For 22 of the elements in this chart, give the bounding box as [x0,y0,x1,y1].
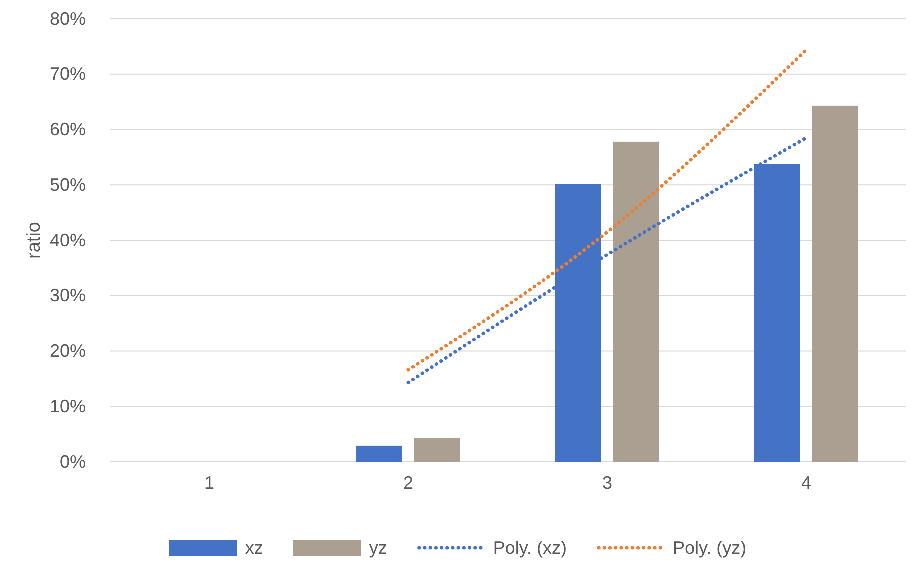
y-tick-label: 40% [50,230,86,250]
legend-label: xz [245,538,264,558]
bar [356,446,402,462]
legend-label: Poly. (xz) [493,538,567,558]
y-tick-label: 30% [50,286,86,306]
x-tick-label: 1 [204,472,215,493]
x-tick-label: 3 [602,472,613,493]
x-tick-label: 2 [403,472,414,493]
legend-label: yz [369,538,388,558]
y-tick-label: 20% [50,341,86,362]
x-tick-label: 4 [801,472,812,493]
y-axis-title: ratio [24,222,45,259]
bar [614,142,660,462]
y-tick-label: 70% [50,64,86,84]
y-tick-label: 80% [50,8,86,29]
y-tick-label: 0% [60,452,86,472]
y-tick-label: 10% [50,396,86,416]
y-tick-label: 60% [50,120,86,140]
y-tick-label: 50% [50,174,86,195]
bar [812,106,858,462]
bar [414,438,460,462]
legend-label: Poly. (yz) [673,538,747,558]
